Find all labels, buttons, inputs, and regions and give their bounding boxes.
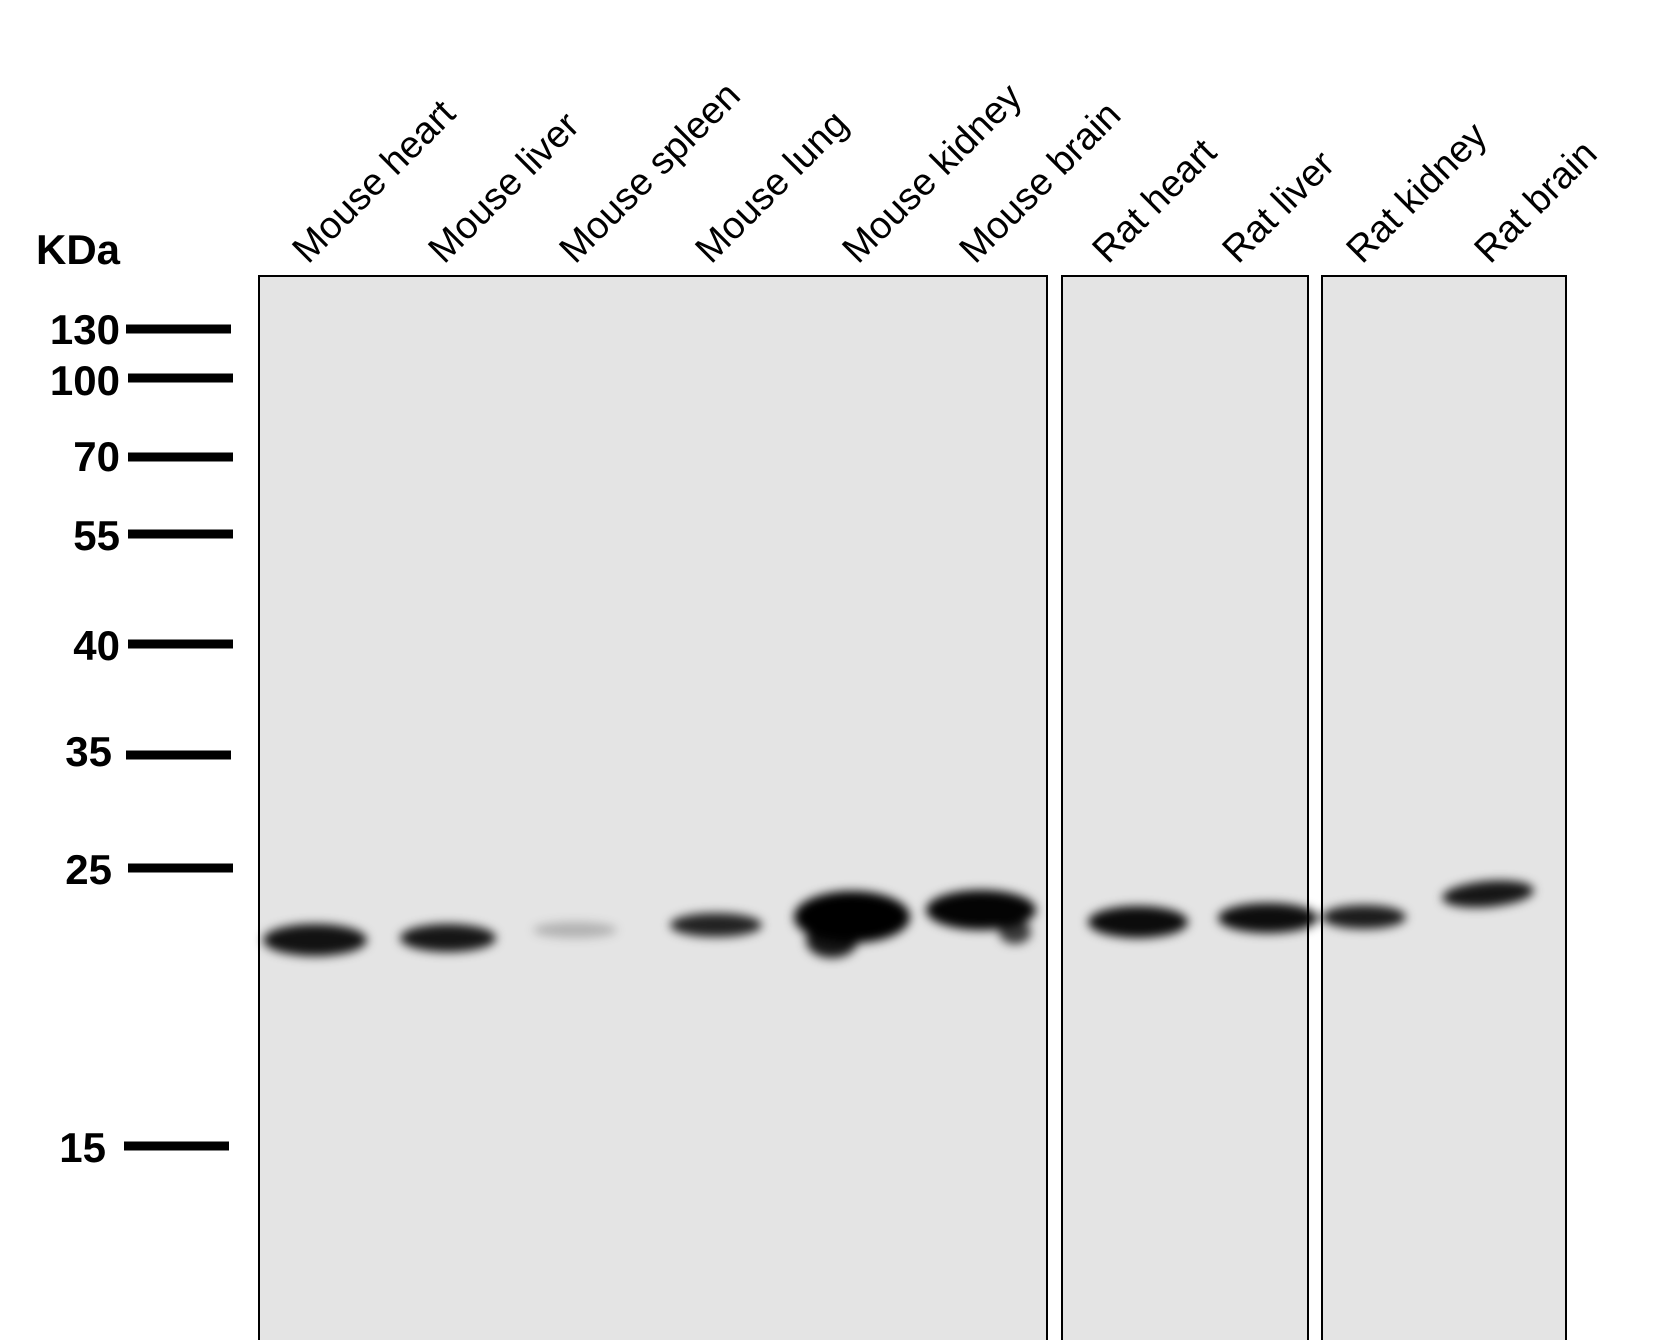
- band-rat-liver: [1218, 903, 1318, 933]
- band-rat-brain: [1442, 880, 1534, 908]
- lane-labels: Mouse heart Mouse liver Mouse spleen Mou…: [285, 74, 1606, 271]
- lane-label-rat-liver: Rat liver: [1215, 143, 1343, 271]
- band-rat-heart: [1088, 906, 1188, 938]
- band-mouse-heart: [263, 924, 367, 956]
- lane-label-rat-brain: Rat brain: [1467, 133, 1606, 272]
- unit-label: KDa: [36, 226, 121, 273]
- lane-label-rat-heart: Rat heart: [1085, 131, 1226, 272]
- band-mouse-kidney-tail: [806, 922, 858, 958]
- band-mouse-lung: [670, 913, 762, 937]
- band-mouse-spleen: [533, 922, 617, 938]
- marker-label-35: 35: [65, 728, 112, 775]
- membrane-panel-3: [1321, 275, 1567, 1340]
- panel-2: [1061, 275, 1309, 1340]
- marker-label-100: 100: [50, 357, 120, 404]
- panel-1: [258, 275, 1048, 1340]
- band-mouse-liver: [400, 924, 496, 952]
- membrane-panel-1: [258, 275, 1048, 1340]
- marker-label-25: 25: [65, 846, 112, 893]
- bands: [263, 880, 1534, 958]
- marker-label-40: 40: [73, 622, 120, 669]
- marker-label-130: 130: [50, 306, 120, 353]
- band-rat-kidney: [1322, 905, 1406, 929]
- panel-3: [1321, 275, 1567, 1340]
- marker-label-15: 15: [59, 1124, 106, 1171]
- marker-ladder: 130 100 70 55 40 35 25 15: [50, 306, 233, 1171]
- marker-label-70: 70: [73, 433, 120, 480]
- marker-label-55: 55: [73, 512, 120, 559]
- membrane-panel-2: [1061, 275, 1309, 1340]
- band-mouse-brain: [926, 890, 1036, 930]
- band-mouse-brain-tail: [999, 920, 1031, 944]
